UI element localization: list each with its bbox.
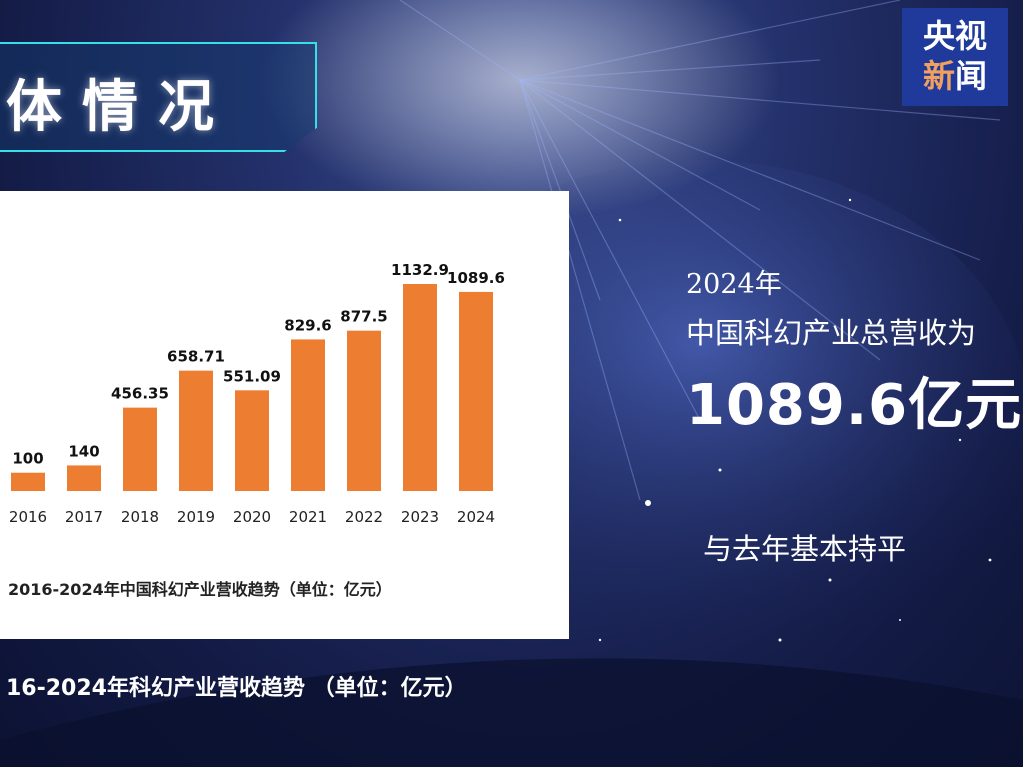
tick-label-2021: 2021: [289, 508, 327, 526]
logo-line-2: 新闻: [902, 56, 1008, 96]
logo-char-accent: 新: [922, 57, 955, 95]
logo-char: 闻: [955, 57, 988, 95]
tick-label-2019: 2019: [177, 508, 215, 526]
data-label-2023: 1132.9: [391, 261, 449, 279]
tick-label-2016: 2016: [9, 508, 47, 526]
horizon: [0, 658, 1023, 767]
bar-2022: [347, 330, 381, 491]
data-label-2016: 100: [12, 450, 43, 468]
data-label-2021: 829.6: [284, 316, 331, 334]
bar-2024: [459, 291, 493, 491]
headline-text: 中国科幻产业总营收为: [686, 316, 977, 350]
chart-panel: 100 2016 140 2017 456.35 2018 658.71 2019 551.09…: [0, 191, 569, 639]
stars: [598, 198, 992, 642]
data-label-2022: 877.5: [340, 308, 387, 326]
light-rays: [399, 0, 1001, 501]
tick-label-2024: 2024: [457, 508, 495, 526]
data-label-2018: 456.35: [111, 385, 169, 403]
data-label-2020: 551.09: [223, 367, 281, 385]
data-label-2017: 140: [68, 442, 99, 460]
bar-2019: [179, 370, 213, 491]
title-frame: [0, 42, 317, 152]
bar-chart: 100 2016 140 2017 456.35 2018 658.71 2019 551.09…: [9, 261, 505, 526]
bar-2016: [11, 472, 45, 491]
light-burst: [260, 0, 780, 220]
bar-2020: [235, 390, 269, 491]
cctv-news-logo: 央视 新闻: [902, 8, 1008, 106]
logo-line-1: 央视: [922, 17, 987, 55]
total-revenue-value: 1089.6亿元: [686, 373, 1023, 438]
section-title: 体情况: [6, 75, 234, 140]
trend-note: 与去年基本持平: [703, 532, 907, 566]
chart-title: 2016-2024年中国科幻产业营收趋势（单位：亿元）: [8, 580, 392, 599]
data-label-2024: 1089.6: [447, 269, 505, 287]
tick-label-2018: 2018: [121, 508, 159, 526]
bar-2021: [291, 339, 325, 491]
tick-label-2020: 2020: [233, 508, 271, 526]
bar-2017: [67, 465, 101, 491]
tick-label-2023: 2023: [401, 508, 439, 526]
year-label: 2024年: [686, 269, 782, 300]
bottom-caption: 16-2024年科幻产业营收趋势 （单位：亿元）: [6, 676, 467, 701]
bar-2018: [123, 407, 157, 491]
tick-label-2022: 2022: [345, 508, 383, 526]
bar-2023: [403, 284, 437, 491]
tick-label-2017: 2017: [65, 508, 103, 526]
data-label-2019: 658.71: [167, 348, 225, 366]
